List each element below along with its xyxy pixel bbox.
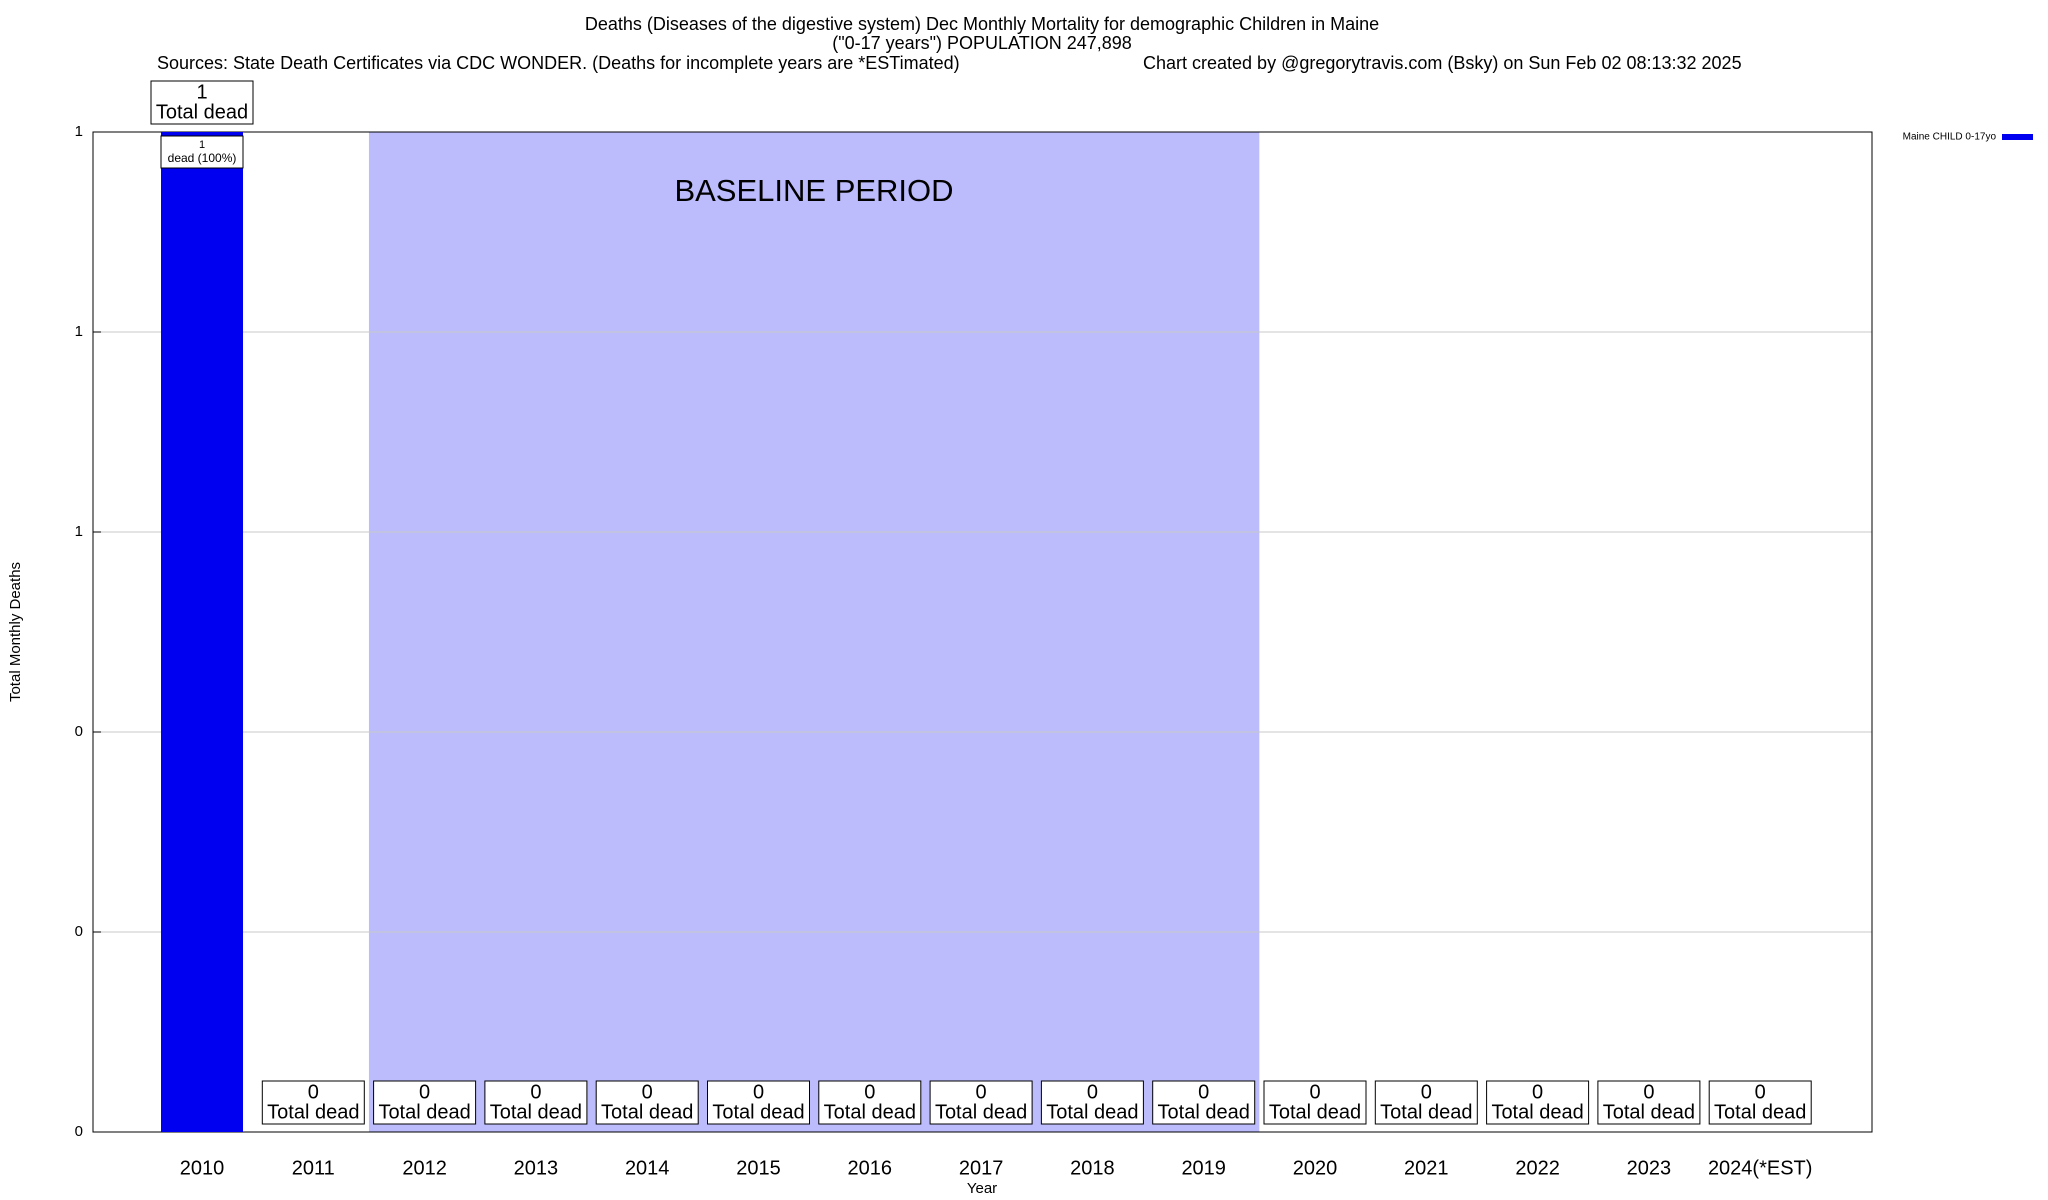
value-label-box [261, 1080, 365, 1125]
value-label-box [818, 1080, 922, 1125]
value-label-box [1152, 1080, 1256, 1125]
y-tick-label: 1 [75, 523, 83, 540]
x-tick-label: 2017 [959, 1157, 1004, 1179]
value-label: 0 [1309, 1081, 1320, 1103]
value-label-caption: Total dead [1714, 1101, 1806, 1123]
x-tick-label: 2016 [848, 1157, 893, 1179]
value-label: 0 [642, 1081, 653, 1103]
value-label-box [150, 80, 254, 125]
y-tick-label: 0 [75, 923, 83, 940]
value-label-caption: Total dead [1603, 1101, 1695, 1123]
x-tick-label: 2020 [1293, 1157, 1338, 1179]
value-label-box [1597, 1080, 1701, 1125]
value-label-caption: Total dead [1158, 1101, 1250, 1123]
value-label: 0 [1087, 1081, 1098, 1103]
plot-frame [92, 131, 1873, 1133]
value-label-box [373, 1080, 477, 1125]
value-label-box [929, 1080, 1033, 1125]
value-label: 1 [196, 81, 207, 103]
value-label: 0 [1532, 1081, 1543, 1103]
x-tick-label: 2018 [1070, 1157, 1115, 1179]
y-axis-label: Total Monthly Deaths [7, 562, 24, 702]
credit: Chart created by @gregorytravis.com (Bsk… [1143, 53, 1742, 73]
value-label-caption: Total dead [1269, 1101, 1361, 1123]
inner-value-label: 1 [199, 139, 205, 151]
value-label-caption: Total dead [490, 1101, 582, 1123]
y-tick-label: 0 [75, 723, 83, 740]
legend-label: Maine CHILD 0-17yo [1903, 132, 1997, 143]
x-tick-label: 2021 [1404, 1157, 1449, 1179]
value-label: 0 [976, 1081, 987, 1103]
value-label: 0 [1198, 1081, 1209, 1103]
value-label: 0 [530, 1081, 541, 1103]
x-tick-label: 2022 [1515, 1157, 1560, 1179]
y-tick-label: 1 [75, 323, 83, 340]
x-tick-label: 2013 [514, 1157, 559, 1179]
value-label-box [707, 1080, 810, 1125]
value-label-box [1486, 1080, 1590, 1125]
x-tick-label: 2012 [402, 1157, 447, 1179]
baseline-region [368, 132, 1260, 1132]
sources: Sources: State Death Certificates via CD… [157, 53, 960, 73]
value-label-box [1374, 1080, 1478, 1125]
value-label: 0 [1643, 1081, 1654, 1103]
x-axis-label: Year [967, 1180, 997, 1197]
value-label: 0 [419, 1081, 430, 1103]
value-label: 0 [1755, 1081, 1766, 1103]
value-label-box [595, 1080, 699, 1125]
value-label-box [1040, 1080, 1144, 1125]
y-tick-label: 1 [75, 123, 83, 140]
x-tick-label: 2023 [1627, 1157, 1672, 1179]
x-tick-label: 2014 [625, 1157, 670, 1179]
baseline-label: BASELINE PERIOD [674, 173, 953, 208]
inner-label: dead (100%) [168, 151, 237, 165]
value-label-caption: Total dead [156, 101, 248, 123]
legend-swatch [2002, 134, 2033, 140]
value-label-caption: Total dead [1046, 1101, 1138, 1123]
x-tick-label: 2011 [292, 1157, 335, 1179]
chart-subtitle: ("0-17 years") POPULATION 247,898 [832, 33, 1132, 53]
value-label: 0 [308, 1081, 319, 1103]
value-label-box [1708, 1080, 1812, 1125]
x-tick-label: 2015 [736, 1157, 781, 1179]
y-tick-label: 0 [75, 1123, 83, 1140]
inner-label-box [160, 135, 244, 169]
x-tick-label: 2010 [180, 1157, 225, 1179]
value-label-caption: Total dead [935, 1101, 1027, 1123]
value-label-caption: Total dead [601, 1101, 693, 1123]
value-label: 0 [753, 1081, 764, 1103]
value-label-caption: Total dead [1491, 1101, 1583, 1123]
value-label-caption: Total dead [824, 1101, 916, 1123]
value-label-box [1263, 1080, 1367, 1125]
value-label-caption: Total dead [267, 1101, 359, 1123]
chart-title: Deaths (Diseases of the digestive system… [585, 14, 1379, 34]
x-tick-label: 2019 [1181, 1157, 1226, 1179]
value-label: 0 [864, 1081, 875, 1103]
x-tick-label: 2024(*EST) [1708, 1157, 1813, 1179]
value-label-caption: Total dead [712, 1101, 804, 1123]
value-label-box [484, 1080, 588, 1125]
value-label-caption: Total dead [1380, 1101, 1472, 1123]
value-label: 0 [1421, 1081, 1432, 1103]
bar [161, 132, 243, 1132]
value-label-caption: Total dead [378, 1101, 470, 1123]
